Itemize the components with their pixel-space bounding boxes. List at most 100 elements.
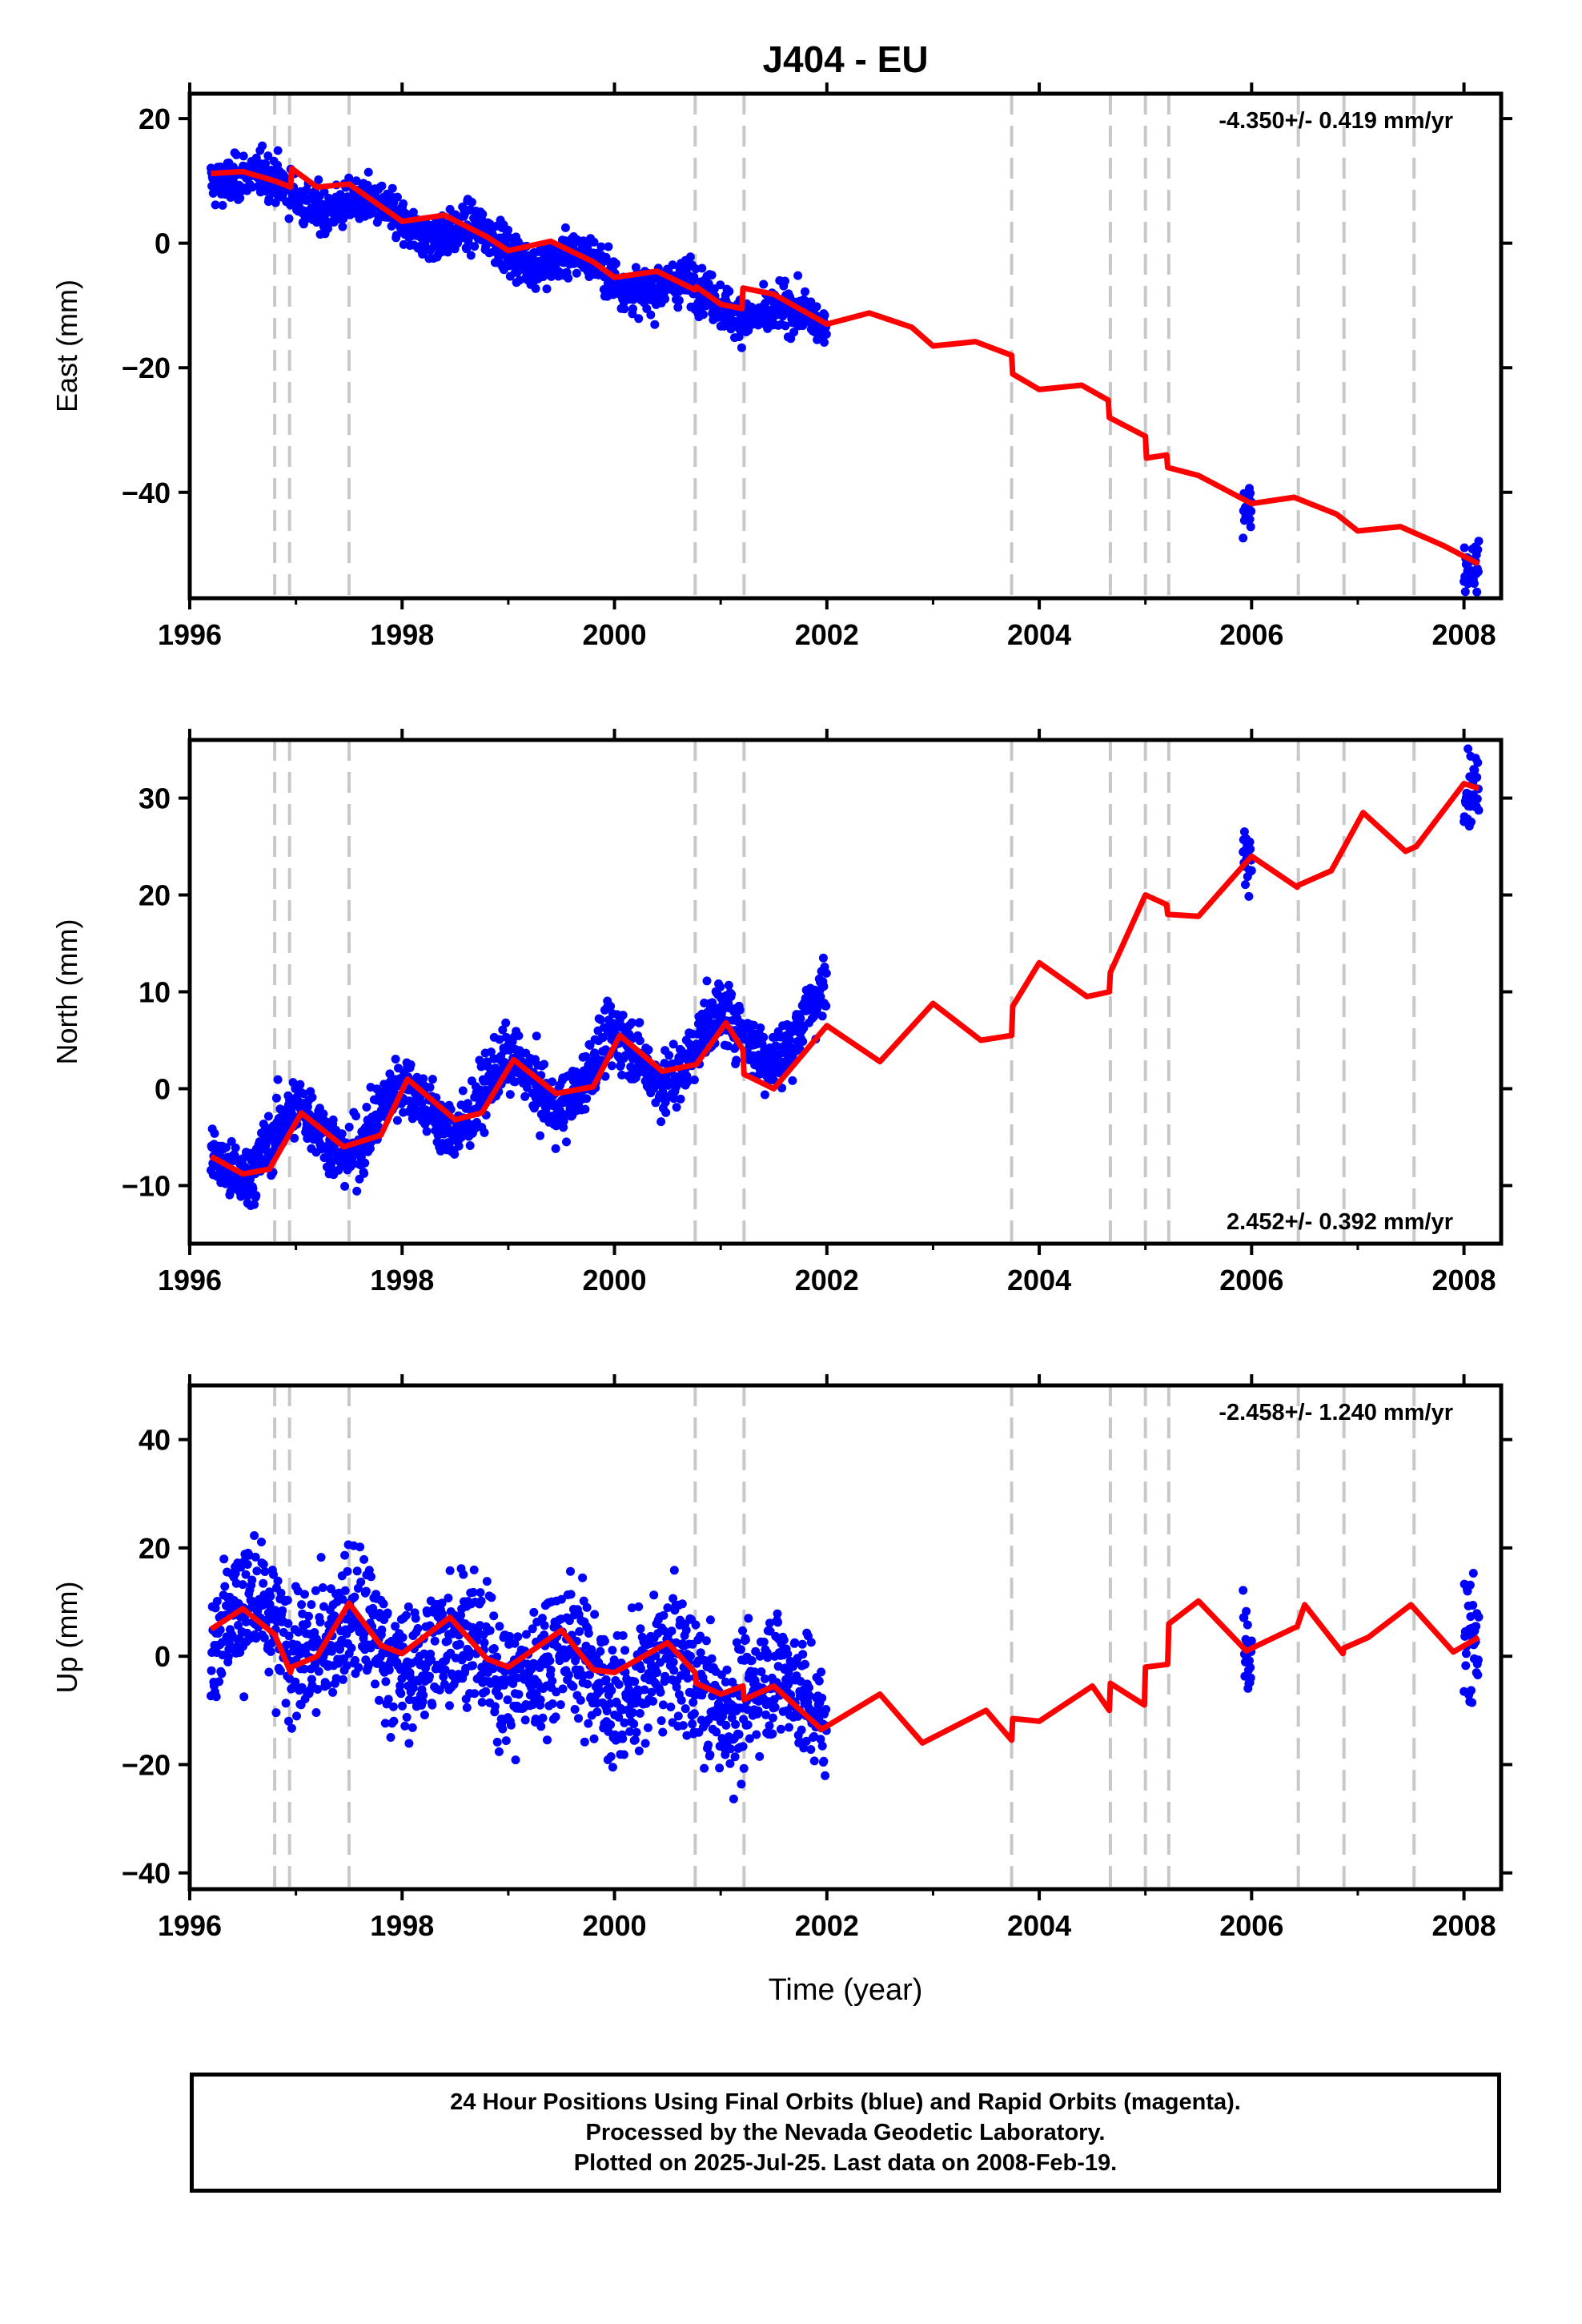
- x-tick-label: 1996: [158, 618, 222, 651]
- data-point: [248, 1184, 258, 1193]
- data-point: [480, 1128, 489, 1137]
- data-point: [319, 187, 329, 197]
- y-tick-label: 20: [139, 103, 171, 135]
- data-point: [243, 1560, 252, 1569]
- data-point: [467, 198, 476, 207]
- data-point: [362, 1103, 371, 1112]
- data-point: [367, 1572, 375, 1582]
- data-point: [492, 1737, 502, 1747]
- data-point: [673, 303, 683, 312]
- data-point: [560, 223, 570, 232]
- data-point: [462, 1703, 472, 1712]
- data-point: [677, 1695, 686, 1705]
- data-point: [644, 1045, 653, 1055]
- north-plot-frame: [187, 738, 1504, 1246]
- x-tick-label: 1998: [370, 618, 434, 651]
- data-point: [608, 1646, 617, 1655]
- data-point: [532, 1031, 541, 1041]
- data-point: [425, 1671, 434, 1681]
- data-point: [486, 1047, 496, 1057]
- data-point: [399, 199, 408, 208]
- data-point: [707, 271, 717, 279]
- data-point: [511, 1755, 520, 1765]
- data-point: [773, 1618, 782, 1627]
- data-point: [649, 1590, 659, 1600]
- data-point: [252, 1566, 262, 1576]
- data-point: [819, 1756, 829, 1766]
- data-point: [821, 968, 831, 978]
- data-point: [261, 159, 270, 168]
- data-point: [583, 1679, 592, 1689]
- data-point: [1472, 794, 1482, 804]
- data-point: [458, 1086, 468, 1096]
- data-point: [630, 1735, 640, 1745]
- data-point: [797, 1725, 806, 1735]
- data-point: [381, 1677, 391, 1687]
- data-point: [572, 268, 581, 278]
- data-point: [701, 1636, 711, 1646]
- data-point: [722, 1665, 732, 1675]
- data-point: [619, 1750, 628, 1759]
- data-point: [450, 1149, 460, 1159]
- data-point: [634, 1746, 644, 1755]
- east-x-ticks: 1996 1998 2000 2002 2004 2006 2008: [158, 82, 1496, 651]
- data-point: [347, 1643, 356, 1653]
- data-point: [419, 1074, 428, 1084]
- data-point: [696, 1648, 705, 1658]
- data-point: [488, 1664, 498, 1674]
- east-rate-label: -4.350+/- 0.419 mm/yr: [1219, 108, 1453, 134]
- data-point: [514, 1690, 524, 1699]
- data-point: [1239, 533, 1248, 543]
- data-point: [689, 1076, 699, 1084]
- data-point: [685, 1651, 695, 1661]
- data-point: [755, 1751, 765, 1761]
- x-tick-label: 2002: [795, 1909, 859, 1942]
- data-point: [514, 1031, 524, 1040]
- data-point: [356, 1578, 366, 1586]
- data-point: [1246, 844, 1255, 854]
- data-point: [487, 1593, 496, 1602]
- data-point: [540, 1621, 549, 1630]
- y-tick-label: 30: [139, 782, 171, 815]
- data-point: [406, 1060, 416, 1069]
- caption-box: 24 Hour Positions Using Final Orbits (bl…: [190, 2073, 1501, 2193]
- data-point: [1472, 773, 1482, 782]
- data-point: [373, 1121, 383, 1131]
- data-point: [606, 1752, 616, 1761]
- east-plot-frame: [187, 91, 1504, 601]
- data-point: [425, 1083, 435, 1092]
- data-point: [1467, 817, 1476, 826]
- y-tick-label: −10: [122, 1169, 171, 1202]
- data-point: [408, 207, 418, 217]
- data-point: [1246, 1663, 1255, 1672]
- data-point: [498, 1724, 508, 1734]
- data-point: [658, 1700, 668, 1710]
- data-point: [231, 150, 241, 159]
- data-point: [604, 242, 613, 251]
- data-point: [344, 1122, 354, 1132]
- up-points: [207, 1531, 1484, 1803]
- data-point: [340, 1586, 350, 1595]
- data-point: [501, 1736, 511, 1746]
- x-tick-label: 2006: [1219, 618, 1283, 651]
- data-point: [646, 310, 656, 320]
- north-y-label: North (mm): [50, 919, 83, 1065]
- data-point: [217, 1669, 227, 1679]
- data-point: [611, 259, 620, 268]
- data-point: [445, 1566, 455, 1575]
- data-point: [704, 1740, 713, 1750]
- data-point: [737, 1779, 746, 1789]
- data-point: [444, 1594, 453, 1602]
- data-point: [606, 1002, 616, 1011]
- data-point: [821, 1705, 831, 1714]
- x-tick-label: 1998: [370, 1264, 434, 1297]
- data-point: [503, 1695, 512, 1705]
- data-point: [595, 1686, 604, 1695]
- data-point: [328, 1687, 338, 1697]
- data-point: [564, 273, 573, 283]
- data-point: [781, 321, 790, 331]
- data-point: [271, 1093, 281, 1103]
- data-point: [1468, 1698, 1477, 1707]
- data-point: [476, 1588, 485, 1598]
